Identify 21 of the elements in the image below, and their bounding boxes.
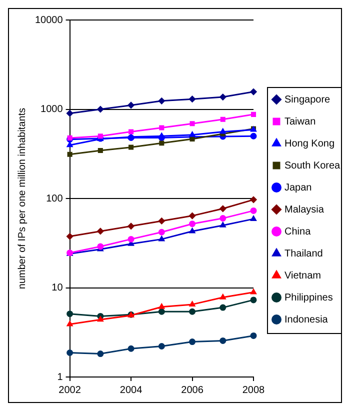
legend-label: Malaysia [284,204,324,216]
x-tick-label: 2004 [120,384,143,396]
y-tick-label: 10000 [34,14,64,26]
legend-label: Indonesia [284,314,328,326]
legend-label: Philippines [284,292,333,304]
legend-label: Japan [284,182,312,194]
y-tick-label: 1 [57,372,64,383]
legend-label: China [284,226,312,238]
legend-label: Taiwan [284,116,316,128]
legend-label: Hong Kong [284,138,335,150]
x-tick-label: 2002 [58,384,82,396]
legend-label: Thailand [284,248,323,260]
legend-label: Vietnam [284,270,322,282]
y-tick-label: 10 [52,282,64,294]
x-tick-label: 2008 [242,384,266,396]
y-axis-title: number of IPs per one million inhabitants [16,108,28,290]
y-tick-label: 100 [46,193,64,204]
legend-label: Singapore [284,94,331,106]
y-tick-label: 1000 [40,104,64,115]
legend-label: South Korea [284,160,341,172]
x-tick-label: 2006 [181,384,204,396]
